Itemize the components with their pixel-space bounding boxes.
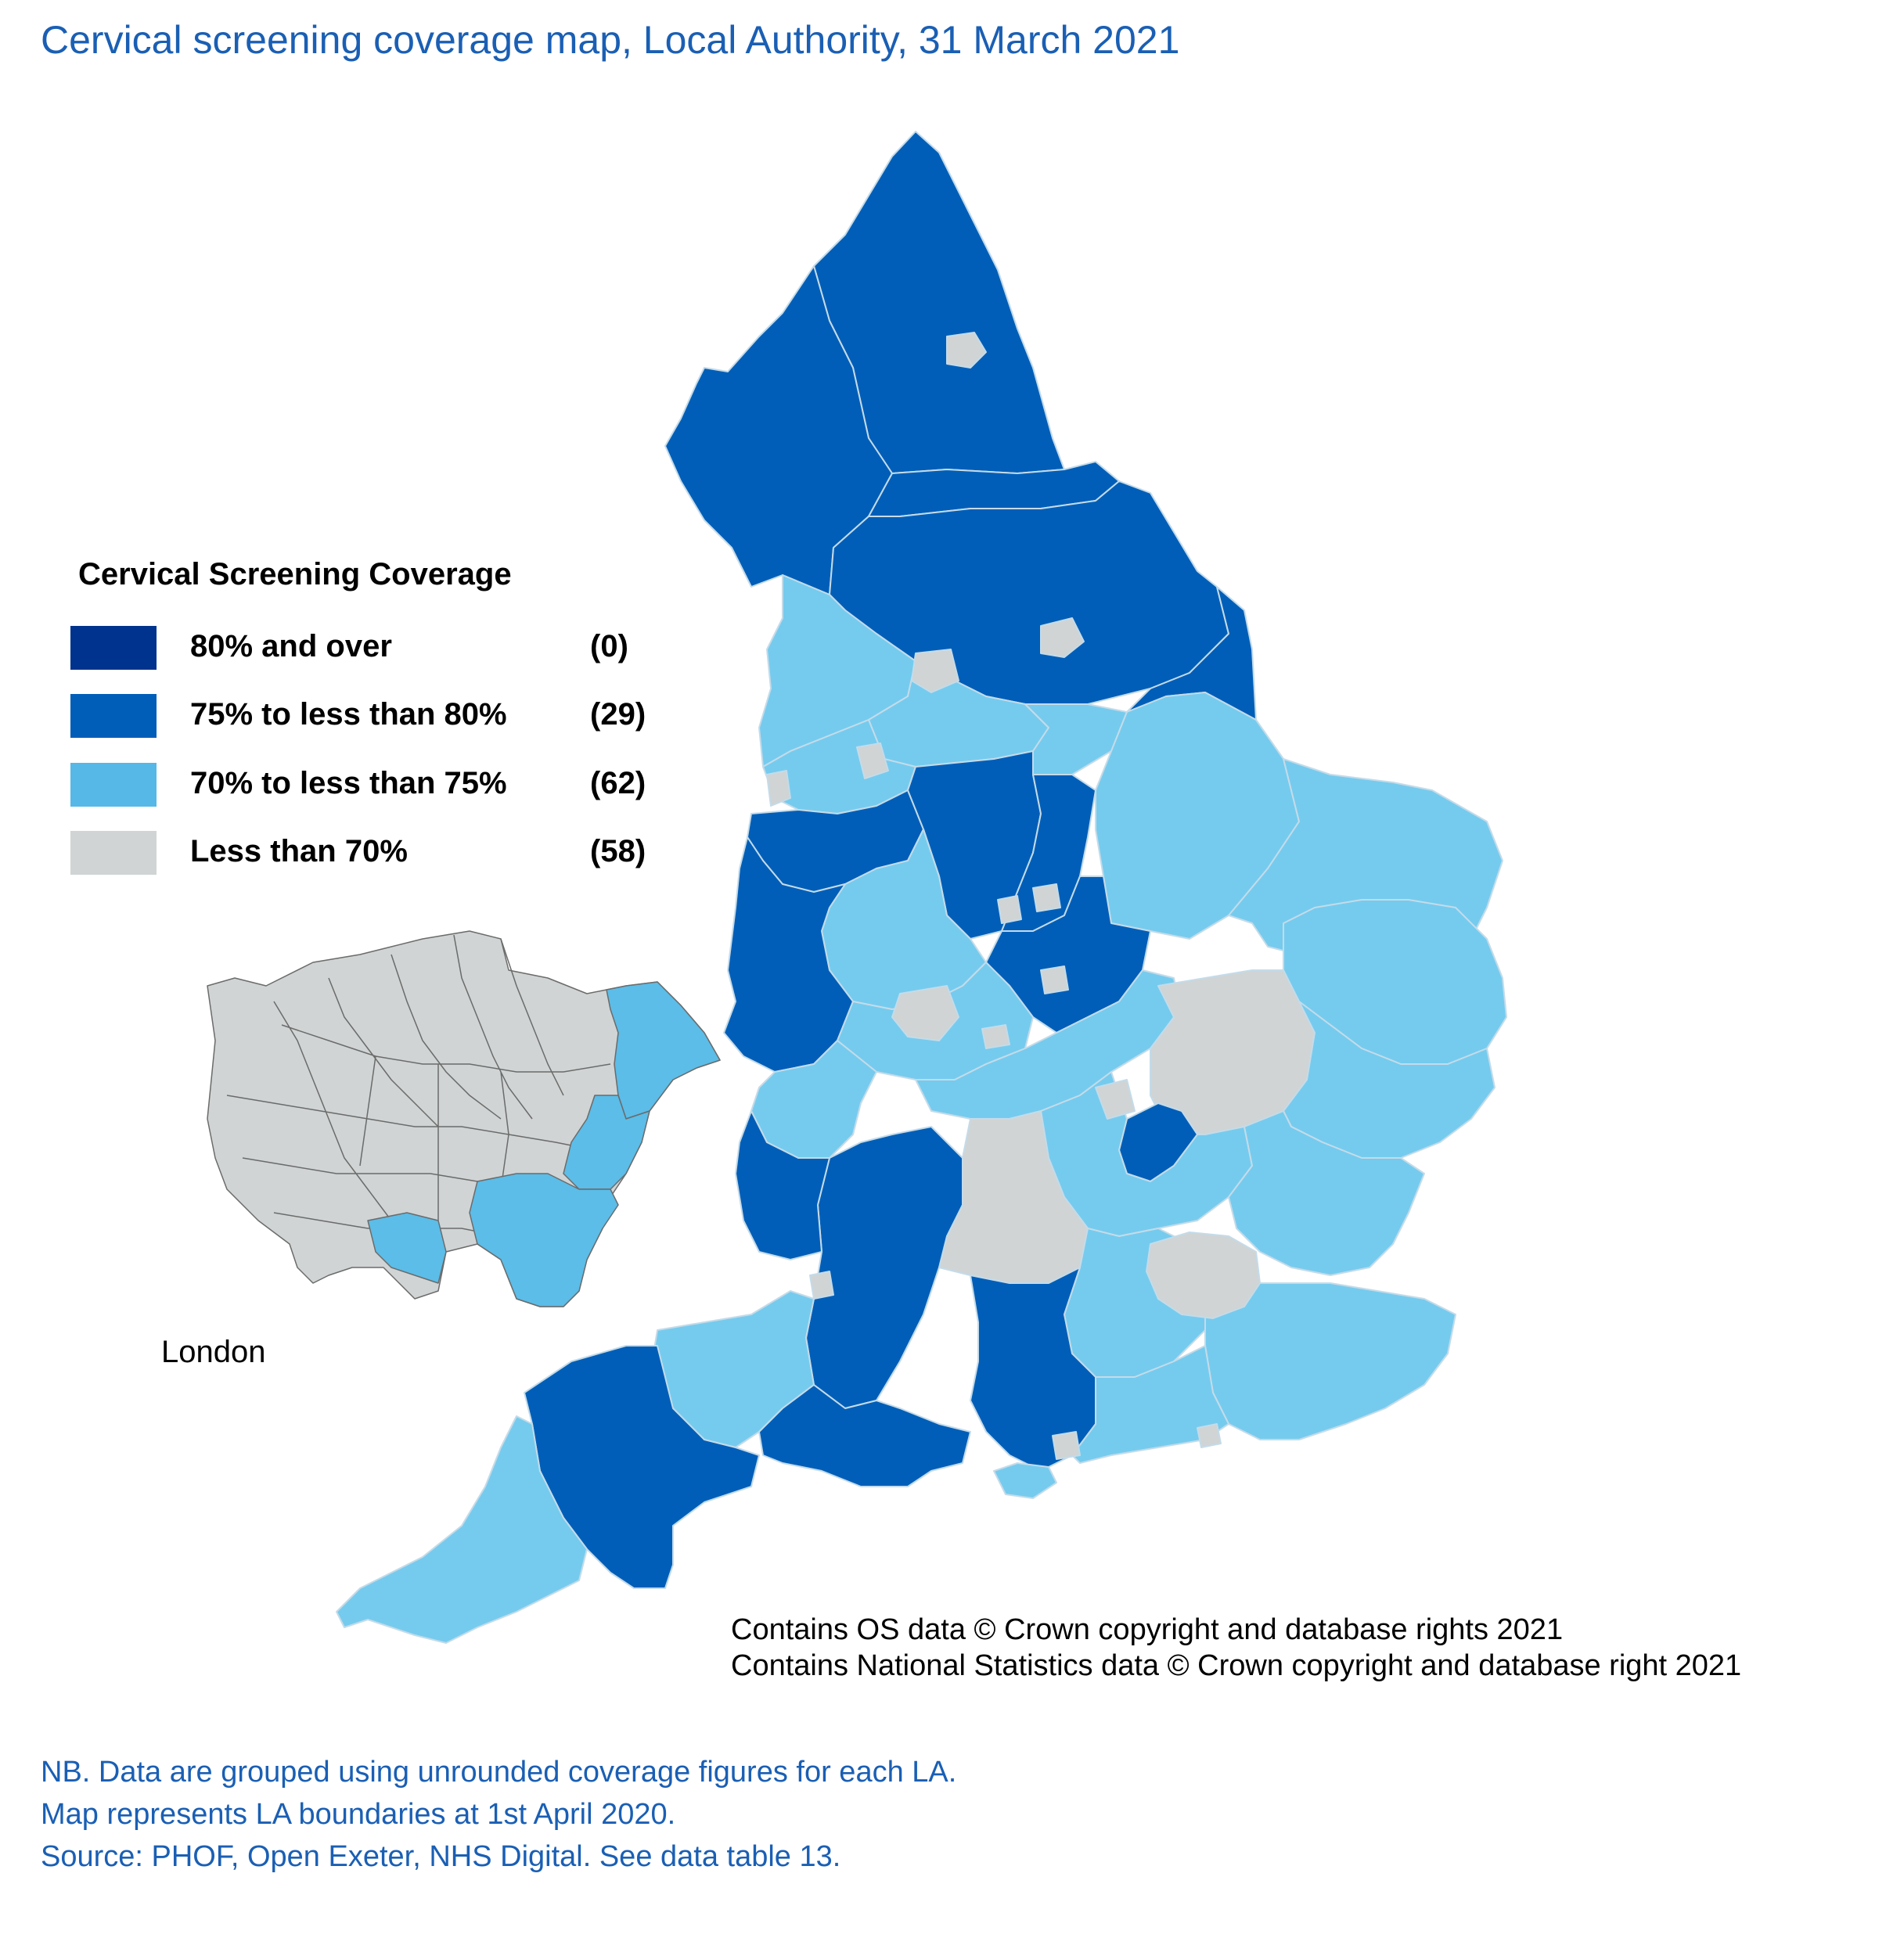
- region-essex: [1228, 1110, 1425, 1276]
- region-bristol: [809, 1271, 834, 1300]
- london-borough-boundaries: [226, 934, 611, 1237]
- london-borough-bromley: [469, 1173, 619, 1307]
- region-greater-london-main: [1146, 1231, 1261, 1319]
- legend-swatch: [70, 626, 157, 670]
- note-source: Source: PHOF, Open Exeter, NHS Digital. …: [41, 1840, 841, 1873]
- region-cumbria: [664, 265, 893, 595]
- region-derby: [1032, 883, 1061, 912]
- england-regions: [336, 131, 1507, 1644]
- region-coventry: [981, 1024, 1010, 1049]
- legend-item-below-70: Less than 70% (58): [70, 831, 665, 875]
- legend-title: Cervical Screening Coverage: [78, 557, 512, 591]
- region-leeds: [911, 649, 959, 693]
- region-dorset: [758, 1384, 971, 1487]
- legend-label: 75% to less than 80%: [190, 697, 507, 732]
- region-tyneside: [946, 332, 987, 369]
- region-portsmouth: [1052, 1431, 1081, 1460]
- region-manchester: [856, 742, 889, 779]
- region-birmingham: [891, 985, 959, 1041]
- region-nottingham: [997, 895, 1022, 924]
- legend-count: (0): [590, 629, 628, 663]
- london-borough-sutton: [367, 1212, 447, 1284]
- legend-swatch: [70, 831, 157, 875]
- note-boundaries: Map represents LA boundaries at 1st Apri…: [41, 1798, 676, 1831]
- legend-label: 80% and over: [190, 629, 392, 663]
- legend-swatch: [70, 763, 157, 807]
- region-wiltshire: [805, 1126, 963, 1409]
- region-gloucestershire: [735, 1110, 830, 1260]
- note-grouping: NB. Data are grouped using unrounded cov…: [41, 1756, 957, 1789]
- legend-label: Less than 70%: [190, 834, 408, 868]
- legend-item-75-to-80: 75% to less than 80% (29): [70, 694, 665, 738]
- legend-count: (62): [590, 766, 646, 800]
- legend-count: (29): [590, 697, 646, 732]
- legend-label: 70% to less than 75%: [190, 766, 507, 800]
- legend-item-80-and-over: 80% and over (0): [70, 626, 665, 670]
- region-isle-of-wight: [993, 1462, 1057, 1499]
- region-cornwall: [336, 1415, 588, 1644]
- legend-count: (58): [590, 834, 646, 868]
- copyright-ons: Contains National Statistics data © Crow…: [731, 1649, 1742, 1682]
- region-york: [1040, 617, 1085, 658]
- page-title: Cervical screening coverage map, Local A…: [41, 18, 1180, 62]
- london-inset-label: London: [161, 1335, 266, 1369]
- london-inset-map: [207, 930, 721, 1307]
- region-herefordshire: [750, 1040, 877, 1159]
- region-suffolk: [1283, 1001, 1495, 1159]
- region-liverpool: [766, 770, 791, 807]
- region-brighton: [1197, 1423, 1222, 1448]
- region-luton: [1095, 1079, 1136, 1120]
- copyright-os: Contains OS data © Crown copyright and d…: [731, 1613, 1564, 1646]
- region-leicester: [1040, 965, 1069, 994]
- london-borough-havering: [606, 981, 721, 1120]
- legend-swatch: [70, 694, 157, 738]
- london-borough-bexley: [563, 1095, 650, 1190]
- legend-item-70-to-75: 70% to less than 75% (62): [70, 763, 665, 807]
